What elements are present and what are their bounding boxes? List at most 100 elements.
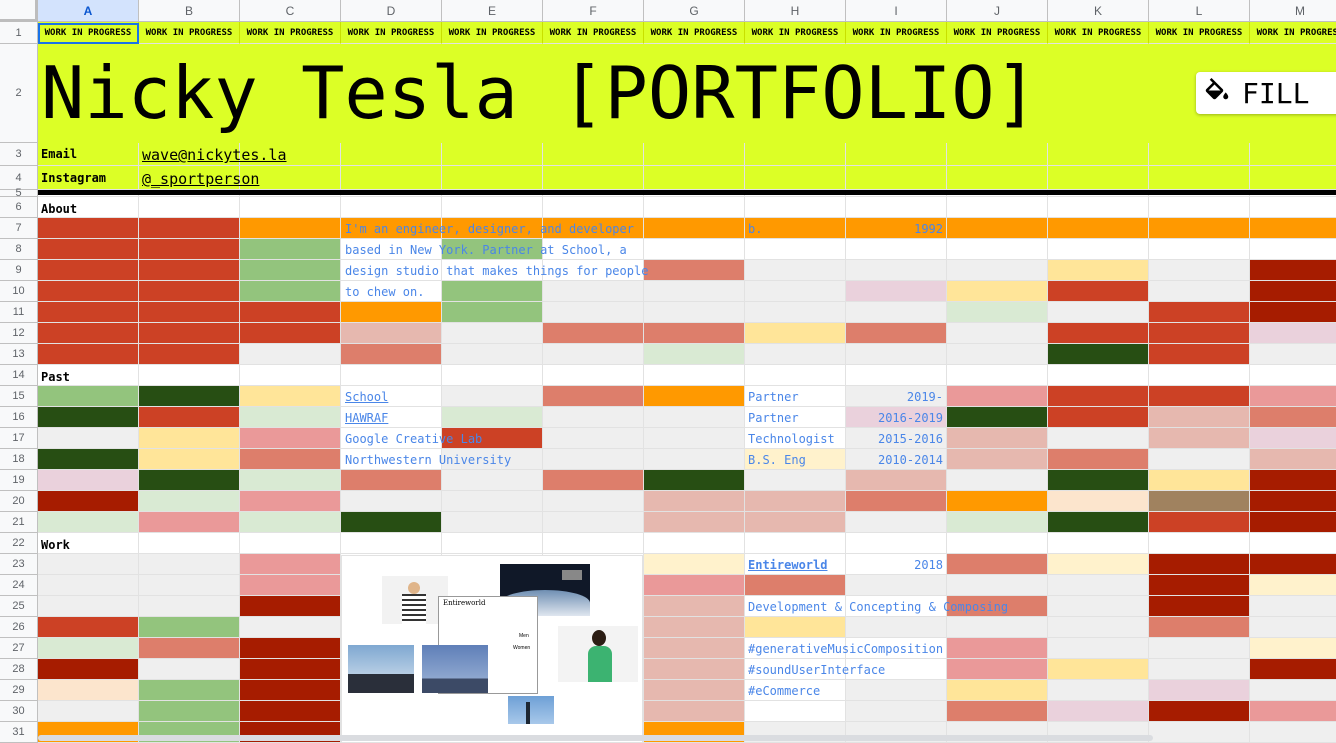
cell-D14[interactable] bbox=[341, 365, 442, 386]
cell-L29[interactable] bbox=[1149, 680, 1250, 701]
cell-H9[interactable] bbox=[745, 260, 846, 281]
cell-J15[interactable] bbox=[947, 386, 1048, 407]
cell-J12[interactable] bbox=[947, 323, 1048, 344]
cell-A23[interactable] bbox=[38, 554, 139, 575]
cell-L15[interactable] bbox=[1149, 386, 1250, 407]
cell-B10[interactable] bbox=[139, 281, 240, 302]
row-header-6[interactable]: 6 bbox=[0, 197, 38, 218]
cell-M13[interactable] bbox=[1250, 344, 1336, 365]
cell-F10[interactable] bbox=[543, 281, 644, 302]
cell-G13[interactable] bbox=[644, 344, 745, 365]
cell-J20[interactable] bbox=[947, 491, 1048, 512]
cell-G3[interactable] bbox=[644, 143, 745, 166]
cell-L14[interactable] bbox=[1149, 365, 1250, 386]
cell-K16[interactable] bbox=[1048, 407, 1149, 428]
cell-H10[interactable] bbox=[745, 281, 846, 302]
cell-J30[interactable] bbox=[947, 701, 1048, 722]
cell-K28[interactable] bbox=[1048, 659, 1149, 680]
cell-A6[interactable] bbox=[38, 197, 139, 218]
cell-F12[interactable] bbox=[543, 323, 644, 344]
column-header-E[interactable]: E bbox=[442, 0, 543, 22]
cell-B1[interactable]: WORK IN PROGRESS bbox=[139, 22, 240, 44]
cell-J4[interactable] bbox=[947, 166, 1048, 190]
cell-G4[interactable] bbox=[644, 166, 745, 190]
row-header-25[interactable]: 25 bbox=[0, 596, 38, 617]
cell-I22[interactable] bbox=[846, 533, 947, 554]
row-header-16[interactable]: 16 bbox=[0, 407, 38, 428]
cell-K21[interactable] bbox=[1048, 512, 1149, 533]
cell-B9[interactable] bbox=[139, 260, 240, 281]
cell-G17[interactable] bbox=[644, 428, 745, 449]
cell-L4[interactable] bbox=[1149, 166, 1250, 190]
cell-H15[interactable] bbox=[745, 386, 846, 407]
cell-I4[interactable] bbox=[846, 166, 947, 190]
row-header-19[interactable]: 19 bbox=[0, 470, 38, 491]
cell-C25[interactable] bbox=[240, 596, 341, 617]
cell-K8[interactable] bbox=[1048, 239, 1149, 260]
cell-K17[interactable] bbox=[1048, 428, 1149, 449]
cell-I2[interactable] bbox=[846, 44, 947, 143]
row-header-3[interactable]: 3 bbox=[0, 143, 38, 166]
cell-M18[interactable] bbox=[1250, 449, 1336, 470]
cell-K2[interactable] bbox=[1048, 44, 1149, 143]
past-org-link[interactable]: HAWRAF bbox=[345, 411, 389, 425]
cell-J24[interactable] bbox=[947, 575, 1048, 596]
cell-L13[interactable] bbox=[1149, 344, 1250, 365]
cell-M26[interactable] bbox=[1250, 617, 1336, 638]
cell-M19[interactable] bbox=[1250, 470, 1336, 491]
cell-G14[interactable] bbox=[644, 365, 745, 386]
cell-G1[interactable]: WORK IN PROGRESS bbox=[644, 22, 745, 44]
cell-H12[interactable] bbox=[745, 323, 846, 344]
row-header-13[interactable]: 13 bbox=[0, 344, 38, 365]
cell-C28[interactable] bbox=[240, 659, 341, 680]
cell-L7[interactable] bbox=[1149, 218, 1250, 239]
cell-M3[interactable] bbox=[1250, 143, 1336, 166]
cell-I23[interactable] bbox=[846, 554, 947, 575]
cell-H11[interactable] bbox=[745, 302, 846, 323]
cell-A2[interactable] bbox=[38, 44, 139, 143]
cell-A3[interactable] bbox=[38, 143, 139, 166]
cell-L22[interactable] bbox=[1149, 533, 1250, 554]
cell-L10[interactable] bbox=[1149, 281, 1250, 302]
cell-I8[interactable] bbox=[846, 239, 947, 260]
cell-F15[interactable] bbox=[543, 386, 644, 407]
cell-J8[interactable] bbox=[947, 239, 1048, 260]
cell-B27[interactable] bbox=[139, 638, 240, 659]
cell-G15[interactable] bbox=[644, 386, 745, 407]
cell-I29[interactable] bbox=[846, 680, 947, 701]
cell-I24[interactable] bbox=[846, 575, 947, 596]
cell-C26[interactable] bbox=[240, 617, 341, 638]
cell-E20[interactable] bbox=[442, 491, 543, 512]
cell-L3[interactable] bbox=[1149, 143, 1250, 166]
column-header-K[interactable]: K bbox=[1048, 0, 1149, 22]
cell-J19[interactable] bbox=[947, 470, 1048, 491]
cell-G22[interactable] bbox=[644, 533, 745, 554]
cell-I15[interactable] bbox=[846, 386, 947, 407]
cell-K7[interactable] bbox=[1048, 218, 1149, 239]
cell-M21[interactable] bbox=[1250, 512, 1336, 533]
column-header-D[interactable]: D bbox=[341, 0, 442, 22]
row-header-7[interactable]: 7 bbox=[0, 218, 38, 239]
cell-M30[interactable] bbox=[1250, 701, 1336, 722]
cell-K29[interactable] bbox=[1048, 680, 1149, 701]
cell-A24[interactable] bbox=[38, 575, 139, 596]
row-header-22[interactable]: 22 bbox=[0, 533, 38, 554]
cell-H27[interactable] bbox=[745, 638, 846, 659]
column-header-A[interactable]: A bbox=[38, 0, 139, 22]
cell-M4[interactable] bbox=[1250, 166, 1336, 190]
cell-M11[interactable] bbox=[1250, 302, 1336, 323]
cell-A28[interactable] bbox=[38, 659, 139, 680]
column-header-I[interactable]: I bbox=[846, 0, 947, 22]
cell-B6[interactable] bbox=[139, 197, 240, 218]
cell-D4[interactable] bbox=[341, 166, 442, 190]
row-header-1[interactable]: 1 bbox=[0, 22, 38, 44]
cell-D18[interactable] bbox=[341, 449, 442, 470]
cell-F22[interactable] bbox=[543, 533, 644, 554]
cell-K30[interactable] bbox=[1048, 701, 1149, 722]
cell-I13[interactable] bbox=[846, 344, 947, 365]
cell-H16[interactable] bbox=[745, 407, 846, 428]
cell-D19[interactable] bbox=[341, 470, 442, 491]
cell-I26[interactable] bbox=[846, 617, 947, 638]
cell-B3[interactable] bbox=[139, 143, 240, 166]
cell-J7[interactable] bbox=[947, 218, 1048, 239]
